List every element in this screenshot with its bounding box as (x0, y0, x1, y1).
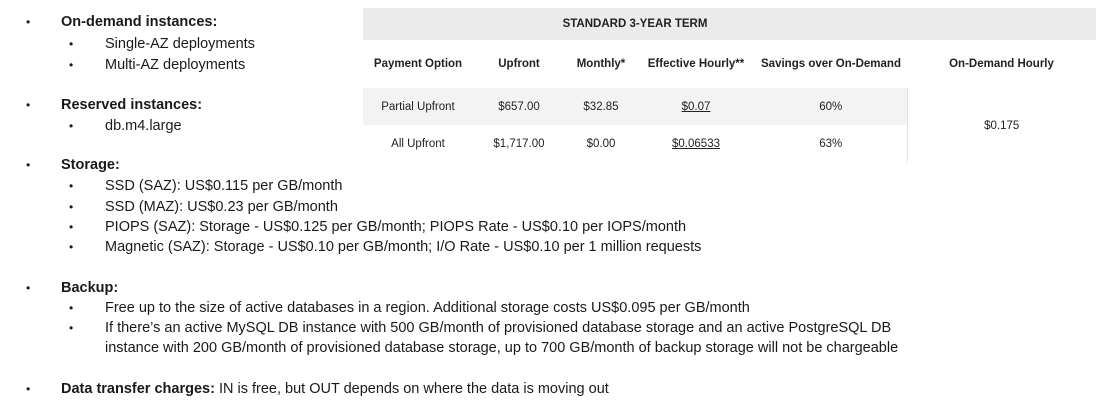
col-monthly: Monthly* (565, 40, 637, 88)
col-on-demand-hourly: On-Demand Hourly (907, 40, 1096, 88)
sub-bullet-dot: • (69, 200, 74, 214)
sub-bullet-dot: • (69, 240, 74, 254)
backup-item-continued: instance with 200 GB/month of provisione… (105, 340, 899, 356)
col-payment-option: Payment Option (363, 40, 473, 88)
table-row: Partial Upfront $657.00 $32.85 $0.07 60%… (363, 88, 1096, 163)
bullet-dot: • (26, 158, 31, 172)
data-transfer-text: IN is free, but OUT depends on where the… (214, 381, 609, 397)
term-header: STANDARD 3-YEAR TERM (363, 8, 907, 40)
single-az-item: Single-AZ deployments (105, 36, 255, 52)
sub-bullet-dot: • (69, 321, 74, 335)
sub-bullet-dot: • (69, 179, 74, 193)
bullet-dot: • (26, 98, 31, 112)
storage-item: Magnetic (SAZ): Storage - US$0.10 per GB… (105, 239, 702, 255)
reserved-item-db-m4-large: db.m4.large (105, 118, 182, 134)
col-upfront: Upfront (473, 40, 565, 88)
upfront-cell: $1,717.00 (473, 125, 565, 163)
savings-cell: 60% (755, 88, 907, 125)
col-effective-hourly: Effective Hourly** (637, 40, 755, 88)
backup-heading: Backup: (61, 280, 119, 296)
bullet-dot: • (26, 15, 31, 29)
monthly-cell: $0.00 (565, 125, 637, 163)
backup-item: If there’s an active MySQL DB instance w… (105, 320, 892, 336)
sub-bullet-dot: • (69, 301, 74, 315)
data-transfer-heading: Data transfer charges: (61, 381, 215, 397)
storage-item: SSD (SAZ): US$0.115 per GB/month (105, 178, 343, 194)
sub-bullet-dot: • (69, 220, 74, 234)
payment-option-cell: All Upfront (363, 125, 473, 163)
backup-item: Free up to the size of active databases … (105, 300, 750, 316)
bullet-dot: • (26, 281, 31, 295)
effective-hourly-cell: $0.07 (637, 88, 755, 125)
bullet-dot: • (26, 382, 31, 396)
sub-bullet-dot: • (69, 37, 74, 51)
sub-bullet-dot: • (69, 58, 74, 72)
data-transfer-line: Data transfer charges: IN is free, but O… (61, 381, 609, 398)
monthly-cell: $32.85 (565, 88, 637, 125)
storage-heading: Storage: (61, 157, 120, 173)
payment-option-cell: Partial Upfront (363, 88, 473, 125)
on-demand-heading: On-demand instances: (61, 14, 218, 30)
col-savings: Savings over On-Demand (755, 40, 907, 88)
savings-cell: 63% (755, 125, 907, 163)
storage-item: PIOPS (SAZ): Storage - US$0.125 per GB/m… (105, 219, 687, 235)
upfront-cell: $657.00 (473, 88, 565, 125)
table-row: All Upfront $1,717.00 $0.00 $0.06533 63% (363, 125, 1096, 163)
reserved-pricing-table: STANDARD 3-YEAR TERM Payment Option Upfr… (363, 8, 1096, 163)
effective-hourly-value: $0.07 (681, 100, 711, 113)
reserved-heading: Reserved instances: (61, 97, 203, 113)
effective-hourly-cell: $0.06533 (637, 125, 755, 163)
effective-hourly-value: $0.06533 (672, 138, 720, 150)
multi-az-item: Multi-AZ deployments (105, 57, 246, 73)
term-header-blank (907, 8, 1096, 40)
sub-bullet-dot: • (69, 119, 74, 133)
on-demand-hourly-cell: $0.175 (906, 88, 1096, 163)
storage-item: SSD (MAZ): US$0.23 per GB/month (105, 199, 338, 215)
